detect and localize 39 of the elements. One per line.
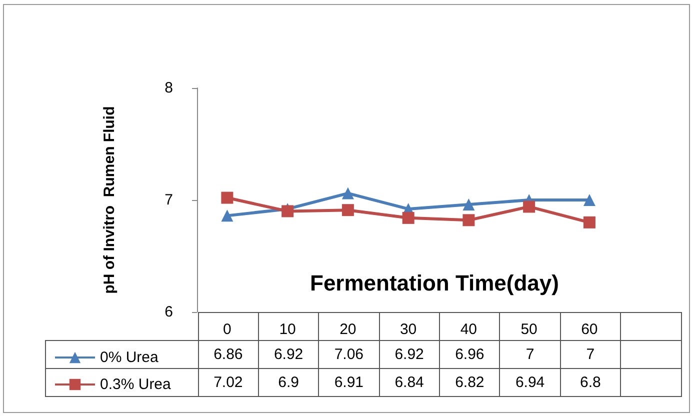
y-tick-label: 7: [164, 192, 173, 208]
point: [221, 210, 234, 222]
point: [523, 200, 536, 213]
y-tick-label: 8: [164, 80, 173, 96]
point: [402, 212, 414, 224]
point: [221, 192, 234, 204]
point: [282, 205, 294, 218]
point: [583, 216, 596, 228]
data-label: 6.9: [258, 368, 319, 396]
data-label: 7.06: [318, 340, 380, 368]
data-label: 6.84: [379, 368, 440, 396]
data-label: 7.02: [198, 368, 258, 396]
x-tick-label: 10: [279, 321, 296, 338]
data-label: 7: [500, 340, 560, 368]
data-label: 6.8: [560, 368, 621, 396]
x-tick-label: 40: [460, 321, 478, 338]
x-tick-label: 60: [581, 321, 598, 338]
legend-label: 0.3% Urea: [100, 376, 172, 393]
legend-label: 0% Urea: [100, 349, 160, 366]
point: [342, 187, 354, 200]
x-tick-label: 20: [340, 321, 356, 338]
data-label: 6.92: [258, 340, 319, 368]
y-tick-label: 6: [164, 304, 173, 320]
x-tick-label: 30: [400, 321, 417, 338]
x-tick-label: 0: [223, 321, 232, 338]
x-tick-label: 50: [520, 321, 538, 338]
data-label: 6.86: [198, 340, 258, 368]
x-axis-title: Fermentation Time(day): [310, 270, 559, 296]
data-label: 6.91: [318, 368, 380, 396]
y-axis-title: pH of Invitro Rumen Fluid: [101, 106, 118, 294]
data-label: 6.92: [379, 340, 440, 368]
point: [462, 198, 475, 210]
point: [583, 194, 596, 206]
data-label: 7: [560, 340, 621, 368]
data-label: 6.82: [440, 368, 500, 396]
point: [342, 204, 354, 216]
data-label: 6.94: [500, 368, 560, 396]
data-label: 6.96: [440, 340, 500, 368]
point: [462, 214, 475, 226]
